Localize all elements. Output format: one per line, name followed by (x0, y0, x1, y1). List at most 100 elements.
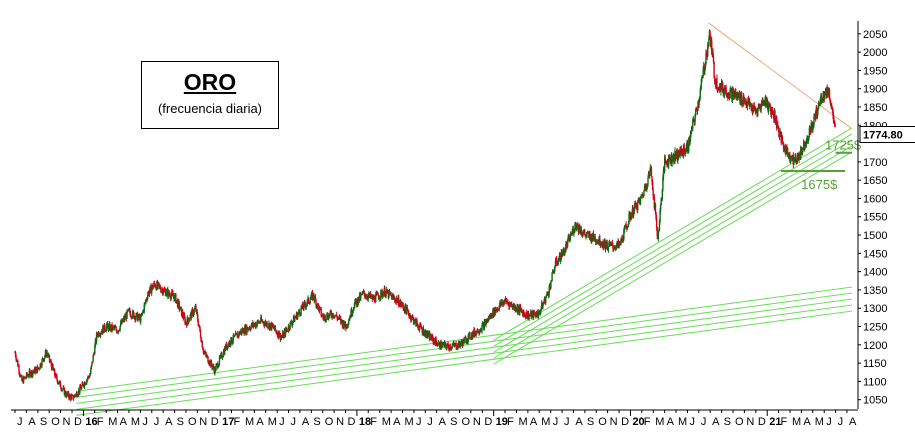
candle-body (307, 297, 310, 303)
candle-body (475, 330, 477, 336)
candle-body (767, 103, 770, 112)
candle-body (779, 131, 781, 136)
candle-body (741, 103, 743, 105)
candle-body (128, 308, 130, 310)
candle-body (258, 321, 261, 323)
x-tick-label: O (325, 416, 334, 428)
candle-body (296, 314, 299, 320)
candle-body (42, 358, 44, 360)
candle-body (519, 306, 521, 313)
candle-body (510, 302, 512, 305)
candle-body (670, 154, 673, 164)
candle-body (497, 309, 500, 311)
x-tick-label: F (781, 416, 788, 428)
candle-body (614, 246, 616, 249)
candle-body (267, 326, 270, 328)
candle-body (136, 312, 139, 321)
candle-body (557, 263, 559, 265)
candle-body (230, 337, 233, 344)
candle-body (325, 319, 328, 321)
candle-body (450, 348, 453, 350)
candle-body (52, 364, 54, 369)
candle-body (685, 150, 687, 152)
support-line (76, 298, 853, 404)
candle-body (562, 248, 565, 250)
x-tick-label: J (826, 416, 832, 428)
candle-body (379, 297, 382, 299)
candle-body (427, 332, 430, 336)
candle-body (469, 332, 471, 339)
candle-body (79, 386, 82, 389)
candle-body (443, 342, 446, 347)
x-tick-label: J (564, 416, 570, 428)
candle-body (283, 332, 285, 338)
candle-body (205, 351, 207, 355)
candle-body (257, 320, 259, 322)
candle-body (430, 335, 432, 339)
candle-body (157, 282, 159, 287)
candle-body (192, 309, 194, 316)
candle-body (298, 310, 301, 313)
candle-body (529, 314, 531, 316)
candle-body (83, 386, 85, 388)
candle-body (82, 383, 85, 387)
candle-body (91, 361, 93, 366)
candle-body (99, 335, 101, 337)
candle-body (705, 53, 707, 64)
candle-body (48, 354, 51, 361)
candle-body (231, 342, 233, 344)
y-tick-label: 1450 (863, 248, 887, 260)
candle-body (532, 311, 535, 318)
candle-body (183, 314, 186, 318)
candle-body (732, 88, 734, 90)
candle-body (169, 294, 171, 298)
candle-body (72, 395, 74, 400)
candle-body (789, 154, 791, 162)
candle-body (420, 325, 422, 329)
candle-body (793, 159, 796, 161)
candle-body (252, 322, 255, 327)
candle-body (647, 177, 649, 185)
candle-body (323, 316, 325, 319)
candle-body (223, 347, 226, 355)
candle-body (29, 371, 32, 377)
candle-body (144, 302, 146, 305)
candle-body (50, 361, 52, 366)
candle-body (99, 333, 102, 336)
candle-body (346, 325, 349, 327)
candle-body (536, 312, 538, 317)
candle-body (789, 159, 792, 162)
candle-body (608, 242, 610, 248)
candle-body (427, 335, 429, 337)
candle-body (511, 304, 513, 307)
candle-body (674, 150, 677, 158)
candle-body (626, 226, 629, 229)
candle-body (67, 392, 70, 397)
candle-body (700, 78, 703, 86)
candle-body (698, 97, 701, 101)
candle-body (545, 295, 548, 298)
candle-body (207, 362, 210, 364)
candle-body (505, 300, 508, 303)
candle-body (299, 312, 301, 315)
x-tick-label: M (131, 416, 140, 428)
candle-body (788, 154, 790, 157)
candle-body (742, 104, 744, 106)
chart-title: ORO (183, 69, 237, 95)
candle-body (217, 363, 219, 368)
candle-body (806, 136, 809, 142)
candle-body (398, 305, 400, 307)
candle-body (402, 302, 404, 306)
candle-body (769, 106, 772, 109)
candle-body (391, 295, 394, 300)
candle-body (344, 321, 346, 327)
candle-body (188, 320, 190, 323)
candle-body (431, 335, 434, 338)
x-tick-label: A (28, 416, 36, 428)
candle-body (115, 327, 117, 330)
candle-body (232, 335, 234, 342)
candle-body (573, 230, 576, 233)
candle-body (561, 252, 563, 256)
candle-body (145, 299, 147, 303)
candle-body (70, 395, 72, 400)
